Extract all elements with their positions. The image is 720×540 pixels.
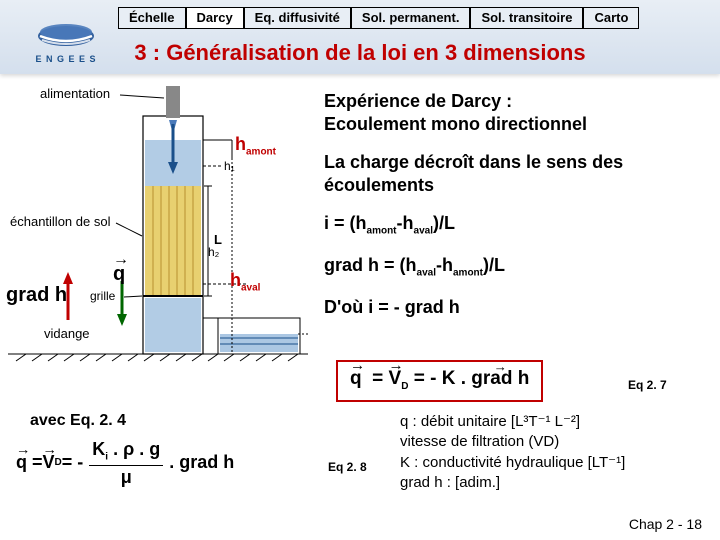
svg-text:grille: grille	[90, 289, 116, 303]
page-footer: Chap 2 - 18	[629, 516, 702, 532]
eq-gradh: grad h = (haval-hamont)/L	[324, 254, 704, 280]
avec-label: avec Eq. 2. 4	[30, 412, 126, 430]
tab-transitoire[interactable]: Sol. transitoire	[470, 7, 583, 29]
svg-text:h₂: h₂	[208, 245, 220, 259]
eq-dou: D'où i = - grad h	[324, 296, 704, 319]
legend-gradh: grad h : [adim.]	[400, 473, 625, 493]
tab-darcy[interactable]: Darcy	[186, 7, 244, 29]
tab-diffusivite[interactable]: Eq. diffusivité	[244, 7, 351, 29]
tab-echelle[interactable]: Échelle	[118, 7, 186, 29]
svg-text:échantillon de sol: échantillon de sol	[10, 214, 111, 229]
label-q: q	[113, 263, 125, 286]
legend-q: q : débit unitaire [L³T⁻¹ L⁻²]	[400, 412, 625, 432]
label-hamont: hamont	[235, 134, 276, 158]
equation-2-4: q = VD = - Ki . ρ . g μ . grad h	[16, 440, 234, 486]
legend-block: q : débit unitaire [L³T⁻¹ L⁻²] vitesse d…	[400, 412, 625, 493]
boxed-equation: q = VD = - K . grad h→	[336, 360, 543, 402]
svg-text:L: L	[214, 232, 222, 247]
eq28-label: Eq 2. 8	[328, 460, 367, 474]
svg-text:alimentation: alimentation	[40, 86, 110, 101]
tab-bar: Échelle Darcy Eq. diffusivité Sol. perma…	[118, 7, 639, 29]
tab-permanent[interactable]: Sol. permanent.	[351, 7, 471, 29]
right-text-block: Expérience de Darcy : Ecoulement mono di…	[324, 90, 704, 335]
darcy-apparatus-diagram: h₁ h₂ L alimentation échantillon de sol …	[8, 86, 308, 366]
svg-text:vidange: vidange	[44, 326, 90, 341]
experience-text: Expérience de Darcy : Ecoulement mono di…	[324, 90, 704, 135]
svg-text:h₁: h₁	[224, 159, 235, 173]
eq27-label: Eq 2. 7	[628, 378, 667, 392]
label-haval: haval	[230, 270, 260, 294]
slide-subtitle: 3 : Généralisation de la loi en 3 dimens…	[0, 40, 720, 66]
legend-k: K : conductivité hydraulique [LT⁻¹]	[400, 453, 625, 473]
top-banner: E N G E E S Échelle Darcy Eq. diffusivit…	[0, 0, 720, 74]
eq-i: i = (hamont-haval)/L	[324, 212, 704, 238]
legend-vd: vitesse de filtration (VD)	[400, 432, 625, 452]
charge-text: La charge décroît dans le sens des écoul…	[324, 151, 704, 196]
tab-carto[interactable]: Carto	[583, 7, 639, 29]
label-gradh: grad h	[6, 284, 67, 307]
